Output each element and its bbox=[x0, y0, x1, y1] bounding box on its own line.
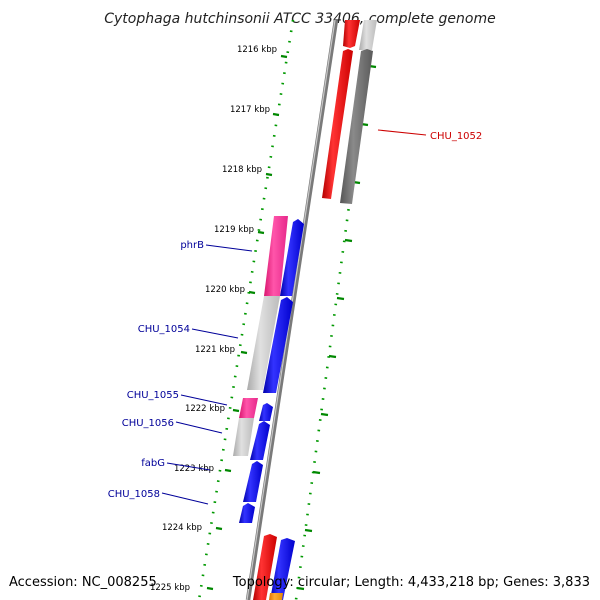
chu1056-cds-arrow[interactable] bbox=[250, 421, 270, 460]
tick-label: 1225 kbp bbox=[150, 583, 190, 593]
chu1055-cds-arrow[interactable] bbox=[259, 403, 273, 421]
fabG-cds-arrow[interactable] bbox=[243, 461, 263, 502]
forward-feature-orange[interactable] bbox=[269, 593, 283, 600]
accession-text: Accession: NC_008255 bbox=[9, 575, 157, 590]
forward-cds-arrow[interactable] bbox=[253, 534, 277, 600]
forward-cds-blue[interactable] bbox=[270, 538, 295, 600]
forward-feature-grey[interactable] bbox=[359, 20, 377, 50]
map-title: Cytophaga hutchinsonii ATCC 33406, compl… bbox=[104, 11, 495, 27]
chu1054-cds-arrow[interactable] bbox=[263, 297, 293, 393]
genome-backbone bbox=[245, 19, 339, 600]
tick-label: 1221 kbp bbox=[195, 345, 235, 355]
gene-label-fabG[interactable]: fabG bbox=[141, 458, 165, 469]
forward-cds-arrow[interactable] bbox=[343, 20, 360, 48]
chu1058-cds-arrow[interactable] bbox=[239, 503, 255, 523]
reverse-strand-features bbox=[233, 216, 304, 523]
phrB-pink-feature[interactable] bbox=[264, 216, 288, 296]
genome-info-text: Topology: circular; Length: 4,433,218 bp… bbox=[232, 575, 590, 590]
gene-label-phrB[interactable]: phrB bbox=[180, 240, 204, 251]
chu1054-grey-feature[interactable] bbox=[247, 296, 280, 390]
tick-label: 1220 kbp bbox=[205, 285, 245, 295]
outer-tick-ring bbox=[294, 19, 376, 600]
tick-label: 1216 kbp bbox=[237, 45, 277, 55]
gene-label-chu1055[interactable]: CHU_1055 bbox=[127, 390, 179, 401]
chu1055-pink-feature[interactable] bbox=[239, 398, 258, 418]
tick-label: 1218 kbp bbox=[222, 165, 262, 175]
inner-major-ticks bbox=[206, 54, 288, 591]
phrB-cds-arrow[interactable] bbox=[280, 219, 304, 296]
chu1056-grey-feature[interactable] bbox=[233, 418, 254, 456]
gene-label-chu1052[interactable]: CHU_1052 bbox=[430, 131, 482, 142]
forward-strand-features bbox=[253, 20, 377, 600]
forward-feature-dark-grey[interactable] bbox=[340, 49, 373, 204]
tick-label: 1219 kbp bbox=[214, 225, 254, 235]
tick-label: 1217 kbp bbox=[230, 105, 270, 115]
tick-label: 1222 kbp bbox=[185, 404, 225, 414]
forward-cds-chu1052[interactable] bbox=[322, 49, 353, 199]
tick-label: 1223 kbp bbox=[174, 464, 214, 474]
gene-label-chu1054[interactable]: CHU_1054 bbox=[138, 324, 190, 335]
gene-label-chu1058[interactable]: CHU_1058 bbox=[108, 489, 160, 500]
tick-label: 1224 kbp bbox=[162, 523, 202, 533]
gene-label-leaders bbox=[161, 129, 427, 505]
gene-label-chu1056[interactable]: CHU_1056 bbox=[122, 418, 174, 429]
